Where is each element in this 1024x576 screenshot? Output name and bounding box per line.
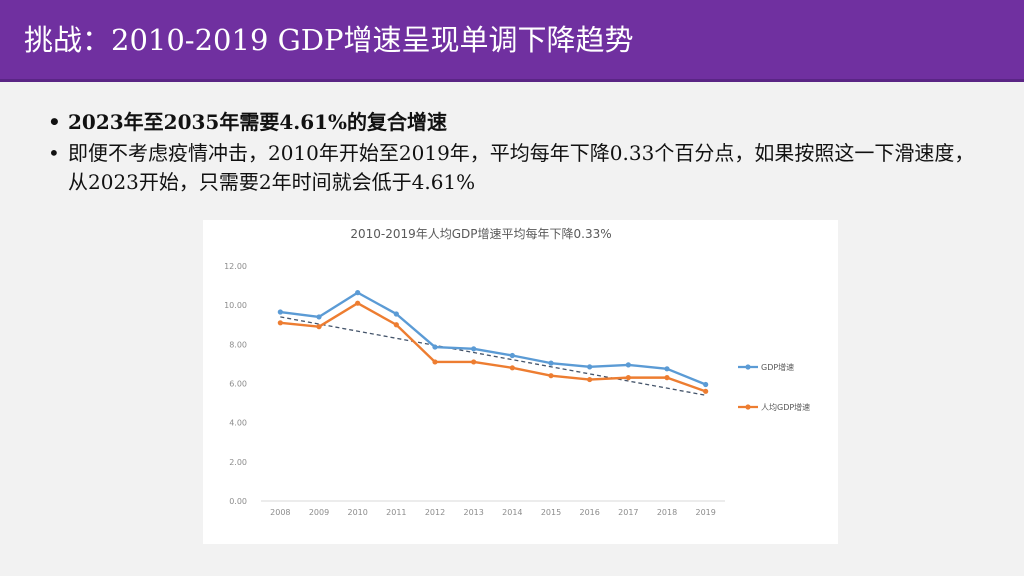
y-tick-label: 12.00 (224, 262, 247, 271)
data-point (548, 373, 554, 379)
x-tick-label: 2018 (657, 508, 677, 517)
x-tick-label: 2012 (425, 508, 445, 517)
x-tick-label: 2019 (695, 508, 715, 517)
legend-swatch-marker (745, 404, 751, 410)
data-point (432, 344, 438, 350)
data-point (625, 375, 631, 381)
x-tick-label: 2017 (618, 508, 638, 517)
y-tick-label: 2.00 (229, 458, 247, 467)
data-point (316, 324, 322, 330)
bullet-dot: • (48, 141, 60, 165)
x-tick-label: 2014 (502, 508, 522, 517)
chart-series-layer (277, 290, 709, 394)
legend-label: GDP增速 (761, 362, 794, 372)
data-point (393, 322, 399, 328)
legend-swatch-marker (745, 364, 751, 370)
bullet-text-2: 即便不考虑疫情冲击，2010年开始至2019年，平均每年下降0.33个百分点，如… (68, 141, 975, 194)
x-tick-label: 2011 (386, 508, 406, 517)
bullet-dot: • (48, 110, 61, 134)
data-point (703, 388, 709, 394)
x-tick-label: 2013 (463, 508, 483, 517)
series-line-1 (280, 291, 707, 386)
legend-label: 人均GDP增速 (761, 402, 810, 412)
data-point (471, 359, 477, 365)
data-point (471, 346, 477, 352)
data-point (664, 366, 670, 372)
slide-title: 挑战：2010-2019 GDP增速呈现单调下降趋势 (24, 23, 634, 57)
chart-container: 2010-2019年人均GDP增速平均每年下降0.33% 0.00 2.00 4.0… (203, 220, 838, 544)
line-chart: 2010-2019年人均GDP增速平均每年下降0.33% 0.00 2.00 4.0… (224, 226, 810, 517)
data-point (277, 320, 283, 326)
data-point (277, 309, 283, 315)
chart-title: 2010-2019年人均GDP增速平均每年下降0.33% (350, 226, 611, 241)
data-point (625, 362, 631, 368)
x-tick-label: 2016 (579, 508, 599, 517)
data-point (355, 290, 361, 296)
chart-axes: 0.00 2.00 4.00 6.00 8.00 10.00 12.00 2008 2009 20… (224, 262, 725, 517)
bullet-item-2: • 即便不考虑疫情冲击，2010年开始至2019年，平均每年下降0.33个百分点… (48, 139, 988, 197)
y-tick-label: 8.00 (229, 340, 247, 349)
y-tick-label: 0.00 (229, 497, 247, 506)
data-point (355, 300, 361, 306)
bullet-item-1: • 2023年至2035年需要4.61%的复合增速 (48, 108, 988, 137)
data-point (432, 359, 438, 365)
x-tick-label: 2010 (347, 508, 367, 517)
series-line-2 (280, 302, 707, 393)
x-tick-label: 2009 (309, 508, 329, 517)
chart-trendline-layer (280, 316, 706, 396)
y-tick-label: 10.00 (224, 301, 247, 310)
data-point (664, 375, 670, 381)
data-point (393, 311, 399, 317)
data-point (587, 376, 593, 383)
data-point (587, 364, 593, 370)
x-tick-label: 2015 (541, 508, 561, 517)
data-point (703, 381, 709, 388)
data-point (548, 360, 554, 366)
y-tick-label: 4.00 (229, 419, 247, 428)
bullet-list: • 2023年至2035年需要4.61%的复合增速 • 即便不考虑疫情冲击，20… (48, 108, 988, 199)
bullet-text-1: 2023年至2035年需要4.61%的复合增速 (68, 110, 448, 134)
trendline (280, 316, 706, 396)
title-bar: 挑战：2010-2019 GDP增速呈现单调下降趋势 (0, 0, 1024, 82)
x-tick-label: 2008 (270, 508, 290, 517)
data-point (509, 365, 515, 371)
y-tick-label: 6.00 (229, 380, 247, 389)
data-point (316, 314, 322, 320)
data-point (509, 352, 515, 359)
